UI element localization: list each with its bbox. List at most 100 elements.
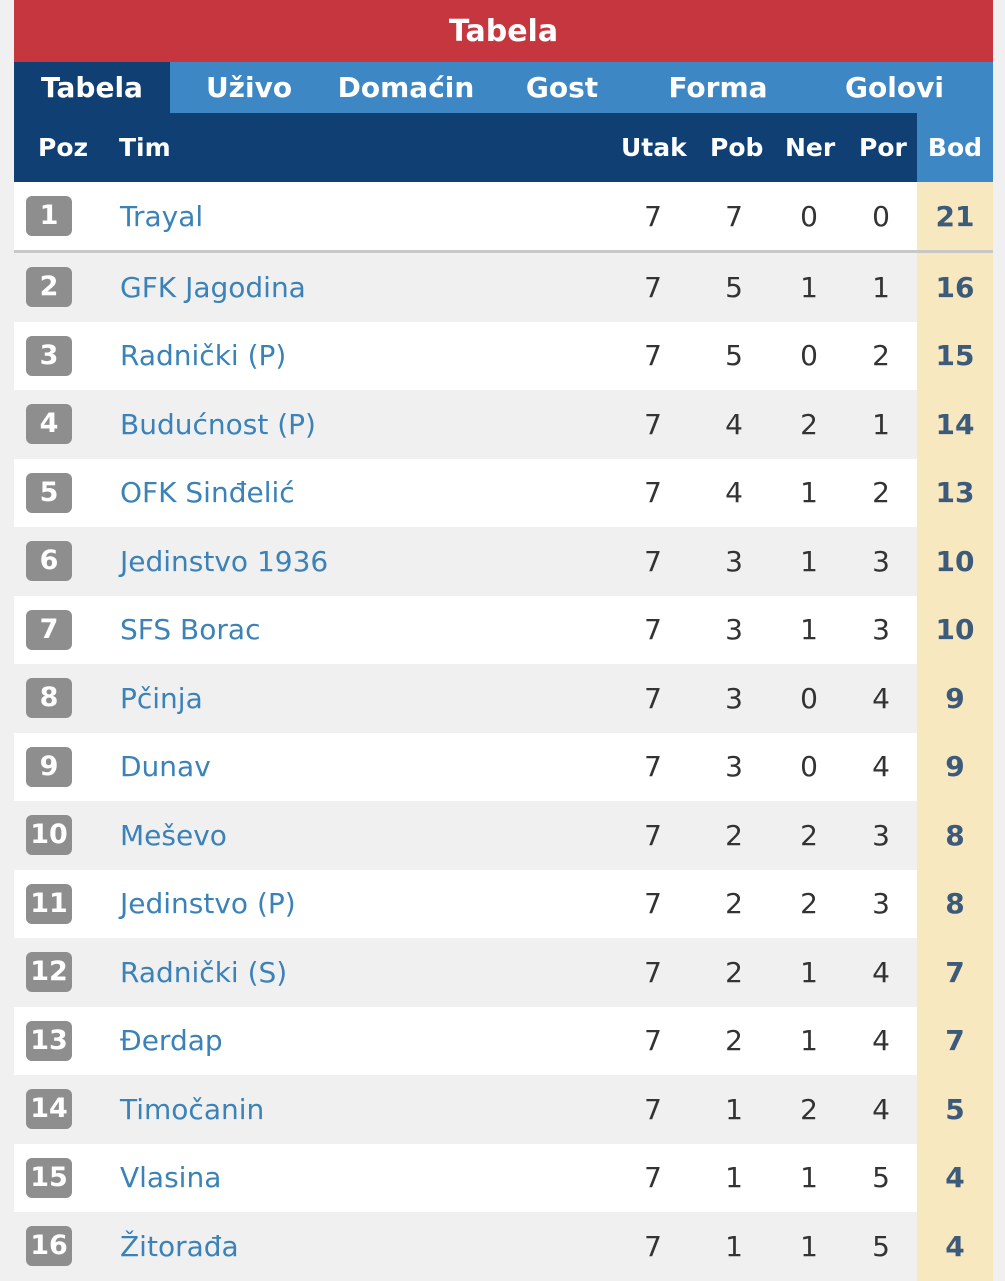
tab-forma[interactable]: Forma bbox=[668, 71, 768, 104]
draws: 0 bbox=[800, 339, 818, 373]
team-link[interactable]: Radnički (S) bbox=[120, 955, 288, 989]
played: 7 bbox=[644, 1092, 662, 1126]
col-ner: Ner bbox=[785, 133, 836, 162]
wins: 5 bbox=[725, 339, 743, 373]
tab-gost[interactable]: Gost bbox=[525, 71, 599, 104]
table-row: 11 Jedinstvo (P) 7 2 2 3 8 bbox=[14, 869, 993, 939]
points: 8 bbox=[917, 869, 993, 938]
position: 4 bbox=[26, 404, 72, 445]
losses: 5 bbox=[872, 1161, 890, 1195]
position: 3 bbox=[26, 335, 72, 376]
losses: 4 bbox=[872, 681, 890, 715]
points: 9 bbox=[917, 664, 993, 733]
tab-tabela[interactable]: Tabela bbox=[14, 62, 170, 113]
wins: 4 bbox=[725, 476, 743, 510]
team-link[interactable]: Timočanin bbox=[120, 1092, 265, 1126]
col-poz: Poz bbox=[38, 133, 89, 162]
points: 7 bbox=[917, 1006, 993, 1075]
losses: 3 bbox=[872, 613, 890, 647]
table-row: 13 Đerdap 7 2 1 4 7 bbox=[14, 1006, 993, 1075]
position-badge: 16 bbox=[26, 1212, 72, 1281]
position-badge: 5 bbox=[26, 459, 72, 528]
tab-domacin[interactable]: Domaćin bbox=[337, 71, 475, 104]
losses: 2 bbox=[872, 339, 890, 373]
points: 13 bbox=[917, 458, 993, 527]
table-row: 15 Vlasina 7 1 1 5 4 bbox=[14, 1143, 993, 1212]
team-link[interactable]: Jedinstvo 1936 bbox=[120, 544, 329, 578]
losses: 4 bbox=[872, 750, 890, 784]
losses: 4 bbox=[872, 1092, 890, 1126]
team-link[interactable]: Pčinja bbox=[120, 681, 203, 715]
table-body: 1 Trayal 7 7 0 0 21 2 GFK Jagodina 7 5 1 … bbox=[14, 182, 993, 1281]
played: 7 bbox=[644, 270, 662, 304]
losses: 0 bbox=[872, 199, 890, 233]
team-link[interactable]: Budućnost (P) bbox=[120, 407, 316, 441]
draws: 2 bbox=[800, 818, 818, 852]
team-link[interactable]: GFK Jagodina bbox=[120, 270, 306, 304]
draws: 0 bbox=[800, 681, 818, 715]
position-badge: 11 bbox=[26, 870, 72, 939]
wins: 2 bbox=[725, 887, 743, 921]
played: 7 bbox=[644, 1229, 662, 1263]
table-row: 12 Radnički (S) 7 2 1 4 7 bbox=[14, 938, 993, 1007]
losses: 4 bbox=[872, 1024, 890, 1058]
position: 12 bbox=[26, 952, 72, 993]
team-link[interactable]: Trayal bbox=[120, 199, 204, 233]
wins: 3 bbox=[725, 544, 743, 578]
position-badge: 14 bbox=[26, 1075, 72, 1144]
points: 14 bbox=[917, 390, 993, 459]
points: 10 bbox=[917, 527, 993, 596]
position: 7 bbox=[26, 609, 72, 650]
played: 7 bbox=[644, 1161, 662, 1195]
position: 13 bbox=[26, 1020, 72, 1061]
team-link[interactable]: Radnički (P) bbox=[120, 339, 287, 373]
position: 6 bbox=[26, 541, 72, 582]
position: 16 bbox=[26, 1226, 72, 1267]
wins: 3 bbox=[725, 750, 743, 784]
table-row: 5 OFK Sinđelić 7 4 1 2 13 bbox=[14, 458, 993, 528]
draws: 0 bbox=[800, 199, 818, 233]
played: 7 bbox=[644, 1024, 662, 1058]
table-row: 8 Pčinja 7 3 0 4 9 bbox=[14, 664, 993, 733]
draws: 1 bbox=[800, 1161, 818, 1195]
points: 9 bbox=[917, 732, 993, 801]
losses: 2 bbox=[872, 476, 890, 510]
losses: 4 bbox=[872, 955, 890, 989]
position-badge: 8 bbox=[26, 664, 72, 733]
tab-uzivo[interactable]: Uživo bbox=[205, 71, 293, 104]
team-link[interactable]: Jedinstvo (P) bbox=[120, 887, 296, 921]
played: 7 bbox=[644, 887, 662, 921]
position: 2 bbox=[26, 267, 72, 308]
col-tim: Tim bbox=[119, 133, 171, 162]
draws: 1 bbox=[800, 476, 818, 510]
draws: 2 bbox=[800, 1092, 818, 1126]
team-link[interactable]: Vlasina bbox=[120, 1161, 222, 1195]
position-badge: 12 bbox=[26, 938, 72, 1007]
position: 11 bbox=[26, 883, 72, 924]
draws: 1 bbox=[800, 1229, 818, 1263]
losses: 3 bbox=[872, 544, 890, 578]
col-pob: Pob bbox=[710, 133, 764, 162]
table-row: 9 Dunav 7 3 0 4 9 bbox=[14, 732, 993, 801]
played: 7 bbox=[644, 544, 662, 578]
wins: 7 bbox=[725, 199, 743, 233]
team-link[interactable]: SFS Borac bbox=[120, 613, 261, 647]
played: 7 bbox=[644, 199, 662, 233]
team-link[interactable]: Žitorađa bbox=[120, 1229, 239, 1263]
team-link[interactable]: OFK Sinđelić bbox=[120, 476, 295, 510]
table-row: 2 GFK Jagodina 7 5 1 1 16 bbox=[14, 253, 993, 322]
wins: 1 bbox=[725, 1229, 743, 1263]
position-badge: 3 bbox=[26, 322, 72, 391]
losses: 3 bbox=[872, 818, 890, 852]
team-link[interactable]: Dunav bbox=[120, 750, 211, 784]
team-link[interactable]: Đerdap bbox=[120, 1024, 223, 1058]
position: 10 bbox=[26, 815, 72, 856]
position-badge: 6 bbox=[26, 527, 72, 596]
draws: 1 bbox=[800, 613, 818, 647]
col-por: Por bbox=[859, 133, 907, 162]
wins: 2 bbox=[725, 1024, 743, 1058]
table-row: 14 Timočanin 7 1 2 4 5 bbox=[14, 1075, 993, 1144]
draws: 1 bbox=[800, 270, 818, 304]
tab-golovi[interactable]: Golovi bbox=[845, 71, 944, 104]
team-link[interactable]: Meševo bbox=[120, 818, 227, 852]
